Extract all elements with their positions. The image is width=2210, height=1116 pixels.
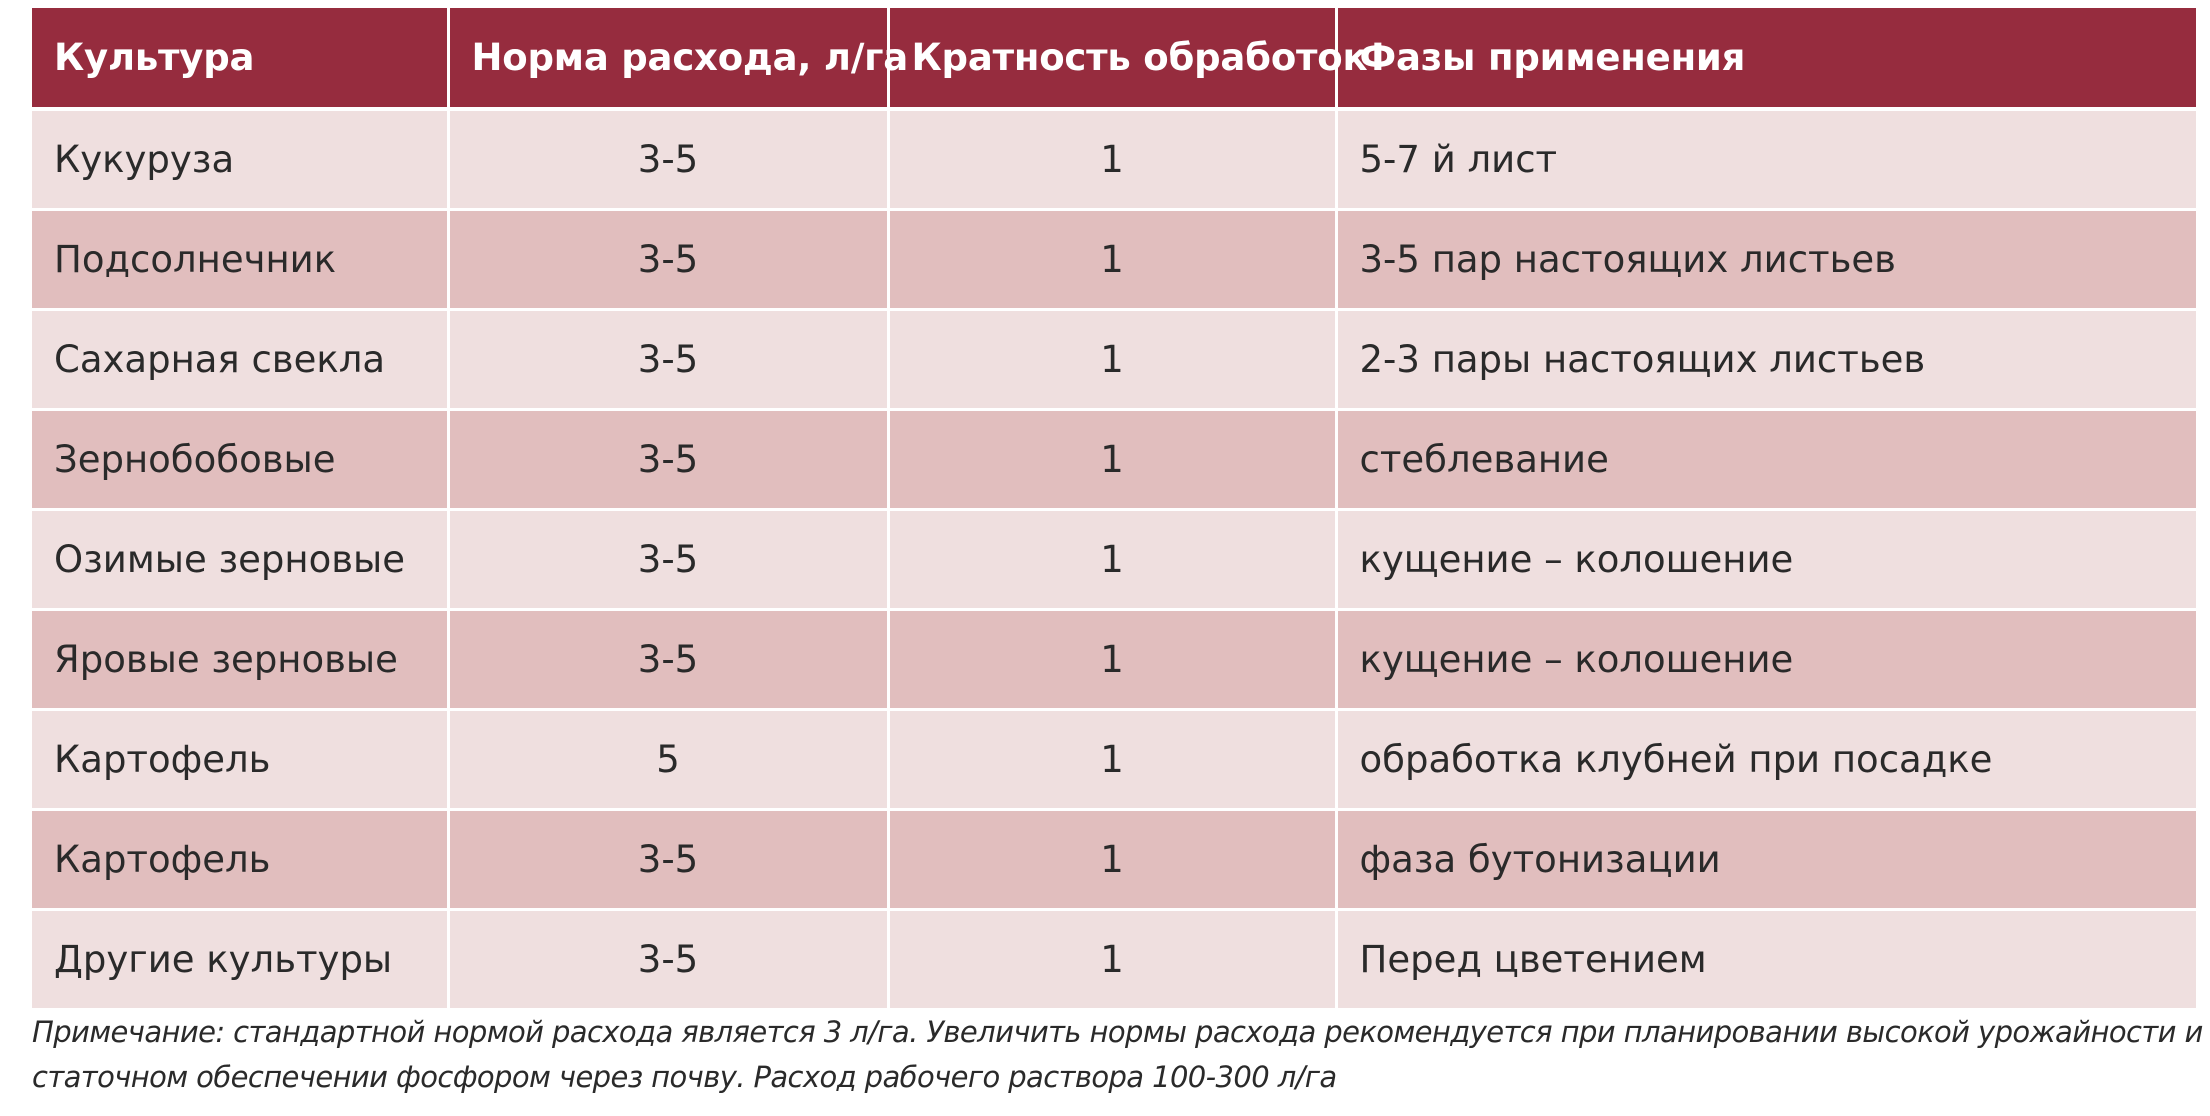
cell-phase: стеблевание	[1334, 408, 2196, 511]
cell-crop: Картофель	[32, 708, 450, 811]
column-header-rate: Норма расхода, л/га	[446, 8, 908, 111]
header-row: Культура Норма расхода, л/га Кратность о…	[32, 8, 2196, 111]
cell-treatments: 1	[886, 508, 1338, 611]
column-header-treatments: Кратность обработок	[886, 8, 1368, 111]
cell-phase: Перед цветением	[1334, 908, 2196, 1011]
table-footnote: Примечание: стандартной нормой расхода я…	[32, 1010, 2210, 1100]
cell-crop: Озимые зерновые	[32, 508, 450, 611]
column-header-crop: Культура	[32, 8, 450, 111]
footnote-line-2: статочном обеспечении фосфором через поч…	[32, 1060, 1337, 1094]
table-row: Картофель 5 1 обработка клубней при поса…	[32, 708, 2196, 811]
cell-crop: Зернобобовые	[32, 408, 450, 511]
cell-rate: 3-5	[446, 908, 890, 1011]
application-rates-table: Культура Норма расхода, л/га Кратность о…	[32, 8, 2196, 1011]
table-header: Культура Норма расхода, л/га Кратность о…	[32, 8, 2196, 111]
cell-phase: обработка клубней при посадке	[1334, 708, 2196, 811]
cell-rate: 3-5	[446, 608, 890, 711]
cell-treatments: 1	[886, 908, 1338, 1011]
cell-rate: 5	[446, 708, 890, 811]
footnote-line-1: Примечание: стандартной нормой расхода я…	[32, 1015, 2210, 1049]
table-row: Озимые зерновые 3-5 1 кущение – колошени…	[32, 508, 2196, 611]
cell-phase: 5-7 й лист	[1334, 107, 2196, 211]
cell-rate: 3-5	[446, 808, 890, 911]
table-body: Кукуруза 3-5 1 5-7 й лист Подсолнечник 3…	[32, 107, 2196, 1011]
cell-rate: 3-5	[446, 107, 890, 211]
cell-phase: 3-5 пар настоящих листьев	[1334, 208, 2196, 311]
application-rates-table-container: Культура Норма расхода, л/га Кратность о…	[32, 8, 2196, 1011]
table-row: Подсолнечник 3-5 1 3-5 пар настоящих лис…	[32, 208, 2196, 311]
cell-treatments: 1	[886, 708, 1338, 811]
cell-rate: 3-5	[446, 308, 890, 411]
cell-rate: 3-5	[446, 408, 890, 511]
cell-treatments: 1	[886, 308, 1338, 411]
cell-phase: кущение – колошение	[1334, 508, 2196, 611]
cell-phase: 2-3 пары настоящих листьев	[1334, 308, 2196, 411]
cell-crop: Кукуруза	[32, 107, 450, 211]
table-row: Картофель 3-5 1 фаза бутонизации	[32, 808, 2196, 911]
cell-rate: 3-5	[446, 208, 890, 311]
cell-treatments: 1	[886, 808, 1338, 911]
table-row: Сахарная свекла 3-5 1 2-3 пары настоящих…	[32, 308, 2196, 411]
table-row: Другие культуры 3-5 1 Перед цветением	[32, 908, 2196, 1011]
cell-crop: Сахарная свекла	[32, 308, 450, 411]
cell-phase: фаза бутонизации	[1334, 808, 2196, 911]
column-header-phases: Фазы применения	[1334, 8, 2196, 111]
table-row: Кукуруза 3-5 1 5-7 й лист	[32, 107, 2196, 211]
table-row: Яровые зерновые 3-5 1 кущение – колошени…	[32, 608, 2196, 711]
cell-crop: Яровые зерновые	[32, 608, 450, 711]
cell-treatments: 1	[886, 408, 1338, 511]
cell-rate: 3-5	[446, 508, 890, 611]
cell-treatments: 1	[886, 208, 1338, 311]
cell-crop: Подсолнечник	[32, 208, 450, 311]
cell-treatments: 1	[886, 107, 1338, 211]
cell-crop: Картофель	[32, 808, 450, 911]
cell-crop: Другие культуры	[32, 908, 450, 1011]
cell-treatments: 1	[886, 608, 1338, 711]
cell-phase: кущение – колошение	[1334, 608, 2196, 711]
table-row: Зернобобовые 3-5 1 стеблевание	[32, 408, 2196, 511]
